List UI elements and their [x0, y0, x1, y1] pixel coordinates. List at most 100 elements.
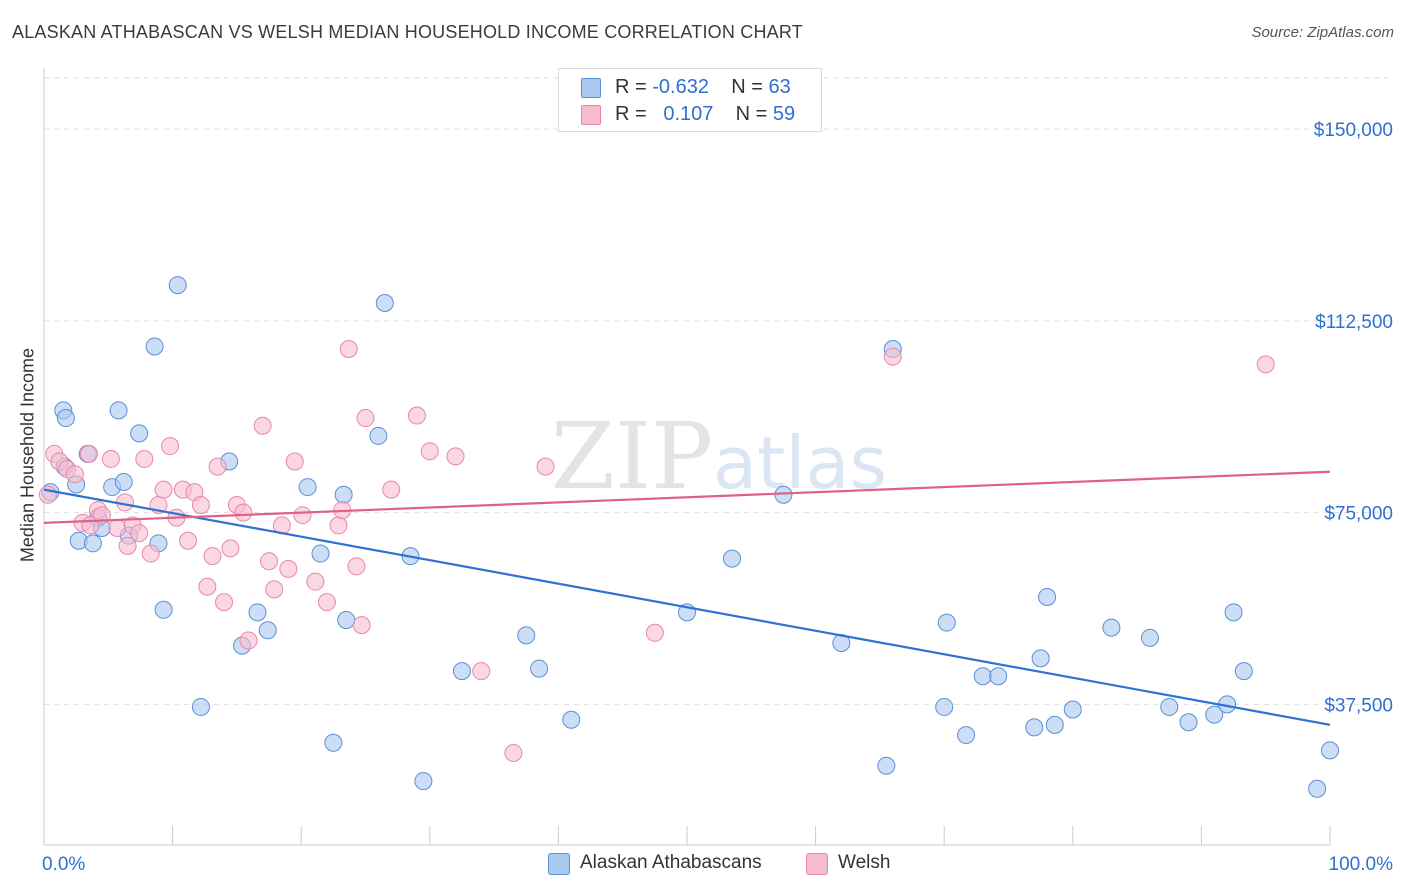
data-point-welsh [536, 457, 555, 476]
data-point-athabascan [1234, 662, 1253, 681]
legend-label-welsh: Welsh [838, 852, 891, 873]
data-point-welsh [198, 577, 217, 596]
data-point-athabascan [1031, 649, 1050, 668]
data-point-welsh [504, 743, 523, 762]
data-point-welsh [329, 516, 348, 535]
legend-n-value: 59 [772, 103, 796, 125]
watermark-zip: ZIP [551, 403, 713, 510]
data-point-welsh [38, 485, 57, 504]
legend-r-label: R = [615, 103, 653, 125]
data-point-welsh [420, 442, 439, 461]
data-point-welsh [135, 449, 154, 468]
data-point-athabascan [1038, 588, 1057, 607]
chart-title: ALASKAN ATHABASCAN VS WELSH MEDIAN HOUSE… [12, 22, 803, 42]
data-point-athabascan [83, 534, 102, 553]
data-point-athabascan [973, 667, 992, 686]
data-point-athabascan [1179, 713, 1198, 732]
x-tick-label: 100.0% [1329, 854, 1394, 875]
legend-r-value: -0.632 [652, 76, 709, 98]
data-point-welsh [446, 447, 465, 466]
data-point-welsh [293, 506, 312, 525]
legend-swatch-pink [581, 105, 601, 125]
trend-line-welsh [43, 470, 1331, 524]
data-point-athabascan [168, 276, 187, 295]
data-points [38, 276, 1339, 798]
data-point-athabascan [334, 485, 353, 504]
tick-labels: $37,500 $75,000 $112,500 $150,000 0.0% 100.0% [42, 120, 1393, 875]
legend-n-label: N = [731, 76, 769, 98]
data-point-welsh [253, 416, 272, 435]
legend-label-athabascans: Alaskan Athabascans [580, 852, 762, 873]
data-point-athabascan [1321, 741, 1339, 760]
data-point-athabascan [935, 697, 954, 716]
legend-swatch-blue [581, 78, 601, 98]
data-point-welsh [208, 457, 227, 476]
legend-r-label: R = [615, 76, 653, 98]
data-point-welsh [191, 495, 210, 514]
data-point-welsh [407, 406, 426, 425]
data-point-athabascan [369, 426, 388, 445]
data-point-welsh [234, 503, 253, 522]
data-point-athabascan [375, 293, 394, 312]
data-point-athabascan [452, 662, 471, 681]
data-point-welsh [265, 580, 284, 599]
data-point-athabascan [1205, 705, 1224, 724]
data-point-welsh [141, 544, 160, 563]
y-tick-label: $37,500 [1324, 695, 1393, 716]
data-point-athabascan [877, 756, 896, 775]
data-point-welsh [306, 572, 325, 591]
watermark: ZIP atlas [551, 403, 887, 510]
data-point-welsh [260, 552, 279, 571]
y-tick-label: $75,000 [1324, 504, 1393, 525]
data-point-welsh [179, 531, 198, 550]
data-point-athabascan [324, 733, 343, 752]
trend-lines [43, 470, 1331, 726]
data-point-athabascan [1102, 618, 1121, 637]
data-point-welsh [339, 340, 358, 359]
data-point-athabascan [1140, 628, 1159, 647]
source-label: Source: ZipAtlas.com [1251, 24, 1394, 41]
data-point-athabascan [145, 337, 164, 356]
data-point-welsh [279, 559, 298, 578]
grid-lines [44, 77, 1392, 705]
y-tick-label: $112,500 [1315, 312, 1393, 333]
data-point-athabascan [937, 613, 956, 632]
legend-swatch-blue [548, 853, 570, 875]
data-point-athabascan [1224, 603, 1243, 622]
data-point-athabascan [1063, 700, 1082, 719]
data-point-welsh [883, 347, 902, 366]
data-point-athabascan [114, 472, 133, 491]
data-point-athabascan [1025, 718, 1044, 737]
data-point-athabascan [414, 772, 433, 791]
legend-r-value: 0.107 [663, 103, 714, 125]
data-point-welsh [382, 480, 401, 499]
legend-n-label: N = [735, 103, 773, 125]
data-point-athabascan [723, 549, 742, 568]
data-point-athabascan [1160, 697, 1179, 716]
data-point-athabascan [1308, 779, 1327, 798]
data-point-athabascan [957, 726, 976, 745]
data-point-athabascan [130, 424, 149, 443]
stats-legend: R = -0.632 N = 63 R = 0.107 N = 59 [558, 68, 822, 132]
data-point-welsh [347, 557, 366, 576]
data-point-welsh [215, 593, 234, 612]
data-point-welsh [130, 524, 149, 543]
data-point-athabascan [530, 659, 549, 678]
data-point-welsh [221, 539, 240, 558]
data-point-welsh [108, 518, 127, 537]
data-point-athabascan [517, 626, 536, 645]
data-point-welsh [203, 547, 222, 566]
data-point-welsh [80, 444, 99, 463]
legend-swatch-pink [806, 853, 828, 875]
trend-line-athabascan [43, 488, 1331, 726]
data-point-athabascan [989, 667, 1008, 686]
data-point-athabascan [248, 603, 267, 622]
data-point-welsh [317, 593, 336, 612]
data-point-welsh [645, 623, 664, 642]
y-tick-label: $150,000 [1314, 120, 1393, 141]
y-axis-label: Median Household Income [17, 347, 38, 563]
data-point-welsh [101, 449, 120, 468]
axes [43, 68, 1331, 846]
data-point-athabascan [109, 401, 128, 420]
data-point-athabascan [562, 710, 581, 729]
